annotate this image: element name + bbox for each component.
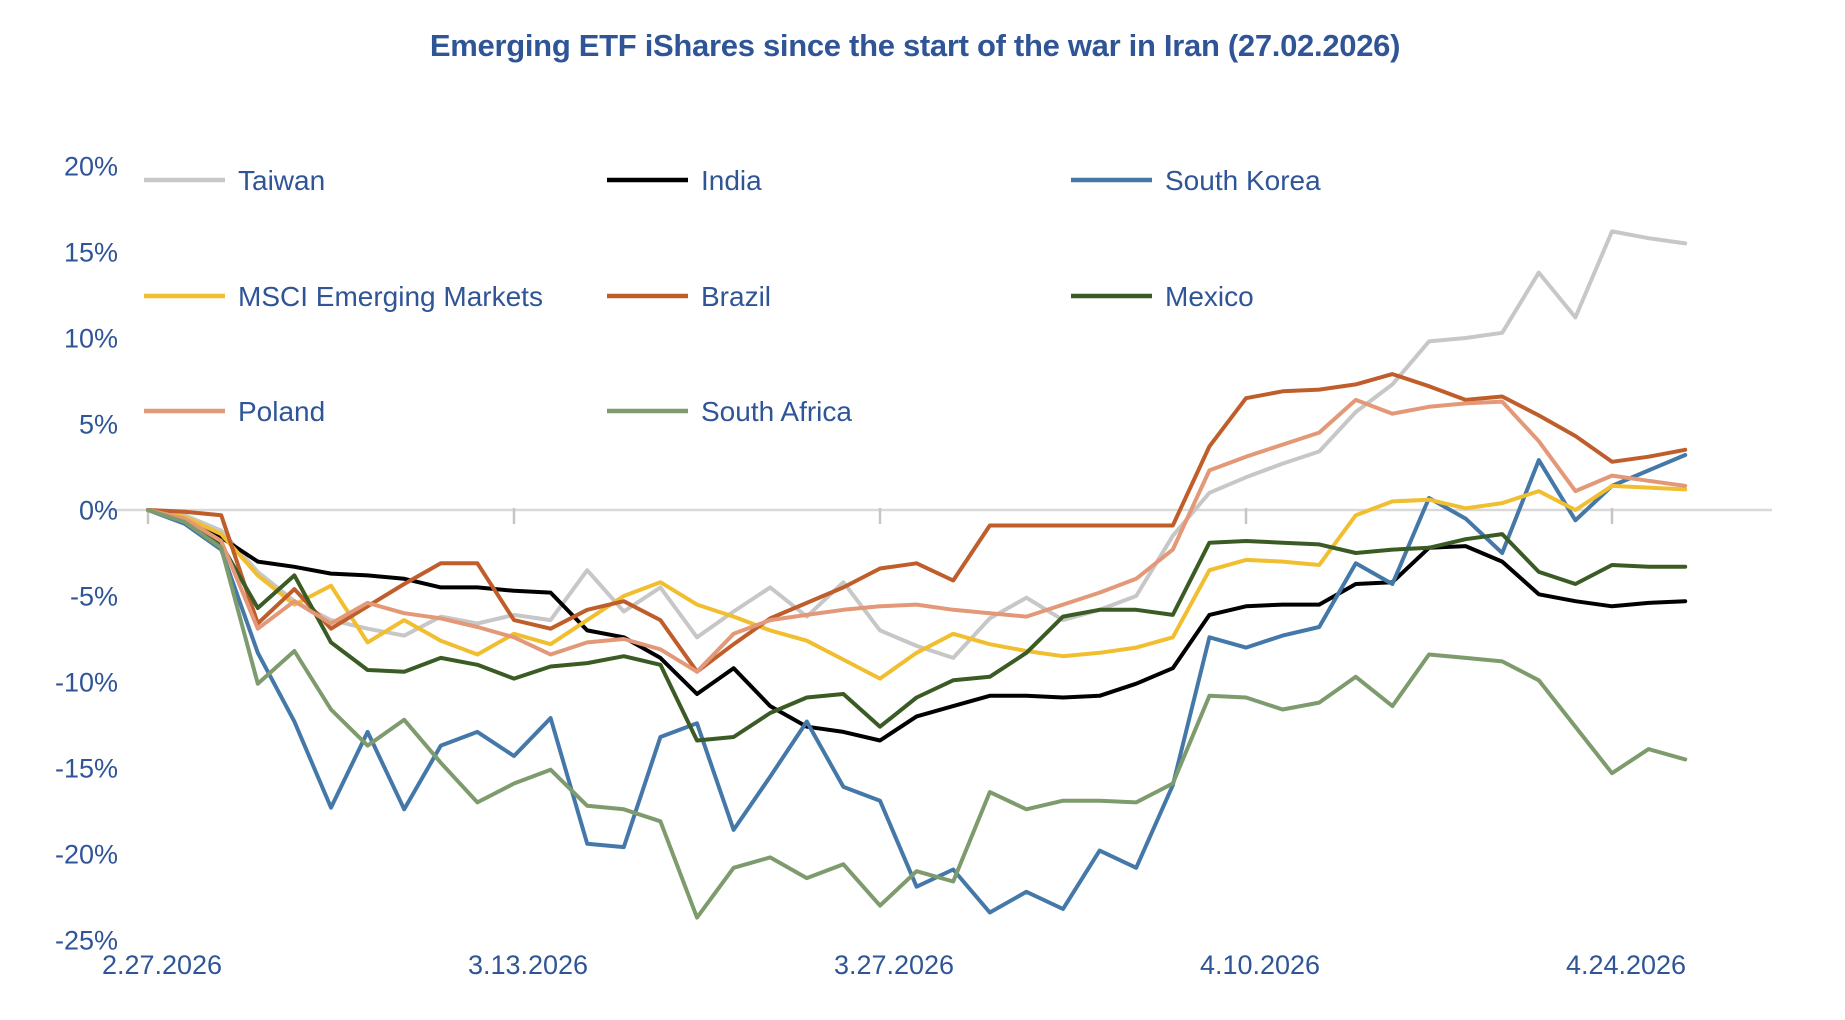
- y-axis-label: -20%: [55, 839, 118, 869]
- series-line-mexico: [146, 508, 1688, 743]
- series-line-india: [146, 508, 1688, 743]
- series-line-south-korea: [146, 453, 1688, 915]
- x-axis-label: 4.10.2026: [1200, 950, 1320, 980]
- y-axis-label: 20%: [64, 151, 118, 181]
- series-line-taiwan: [146, 229, 1688, 660]
- series-line-poland: [146, 397, 1688, 674]
- x-axis-label: 4.24.2026: [1566, 950, 1686, 980]
- y-axis-label: 5%: [79, 409, 118, 439]
- y-axis-label: 0%: [79, 495, 118, 525]
- series-line-south-africa: [146, 508, 1688, 920]
- legend-label-south-korea: South Korea: [1165, 165, 1321, 196]
- x-axis-label: 2.27.2026: [102, 950, 222, 980]
- chart-title: Emerging ETF iShares since the start of …: [429, 28, 1401, 63]
- y-axis-label: 10%: [64, 323, 118, 353]
- y-axis-label: -5%: [70, 581, 118, 611]
- legend-label-taiwan: Taiwan: [238, 165, 325, 196]
- legend-label-poland: Poland: [238, 396, 325, 427]
- series-line-brazil: [146, 372, 1688, 674]
- y-axis-label: 15%: [64, 237, 118, 267]
- legend-label-msci-emerging-markets: MSCI Emerging Markets: [238, 281, 543, 312]
- y-axis-label: -15%: [55, 753, 118, 783]
- x-axis-label: 3.27.2026: [834, 950, 954, 980]
- legend-label-brazil: Brazil: [701, 281, 771, 312]
- series-line-msci-emerging-markets: [146, 483, 1688, 681]
- legend-label-mexico: Mexico: [1165, 281, 1254, 312]
- legend-label-south-africa: South Africa: [701, 396, 852, 427]
- y-axis-label: -25%: [55, 925, 118, 955]
- y-axis-label: -10%: [55, 667, 118, 697]
- legend-label-india: India: [701, 165, 762, 196]
- x-axis-label: 3.13.2026: [468, 950, 588, 980]
